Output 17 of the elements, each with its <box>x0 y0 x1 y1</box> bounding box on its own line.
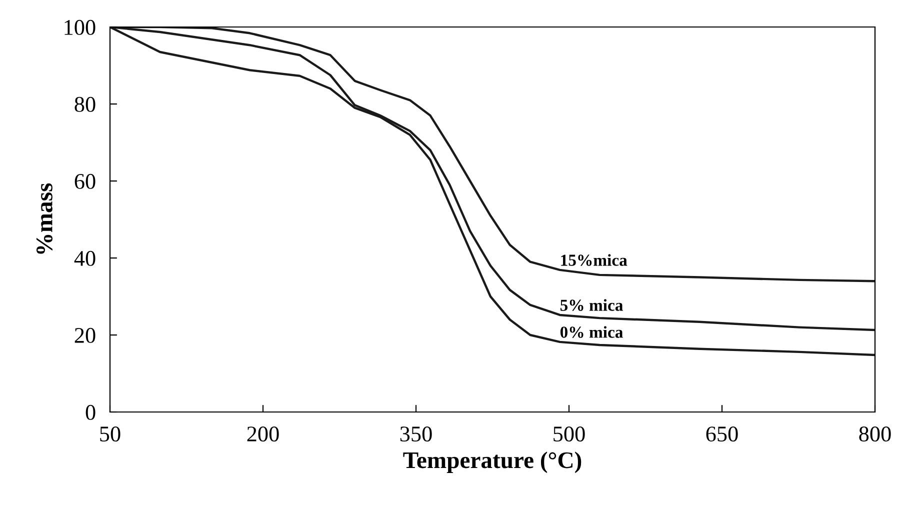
x-tick-label: 350 <box>400 426 432 442</box>
x-tick-label: 200 <box>247 426 279 442</box>
series-label: 0% mica <box>560 326 623 338</box>
x-tick-label: 500 <box>554 426 585 442</box>
y-axis-title: %mass <box>36 183 53 254</box>
x-tick-label: 650 <box>706 426 738 442</box>
y-tick-label: 0 <box>86 404 96 420</box>
x-tick-label: 50 <box>100 426 120 442</box>
y-tick-label: 60 <box>74 174 96 189</box>
x-axis-title: Temperature (°C) <box>403 452 582 474</box>
y-tick-label: 40 <box>74 250 96 266</box>
series-label: 5% mica <box>560 299 623 311</box>
y-tick-label: 100 <box>64 20 96 35</box>
x-tick-label: 800 <box>859 426 891 442</box>
y-tick-label: 80 <box>74 96 96 112</box>
series-label: 15%mica <box>561 254 628 266</box>
y-tick-label: 20 <box>74 328 96 343</box>
